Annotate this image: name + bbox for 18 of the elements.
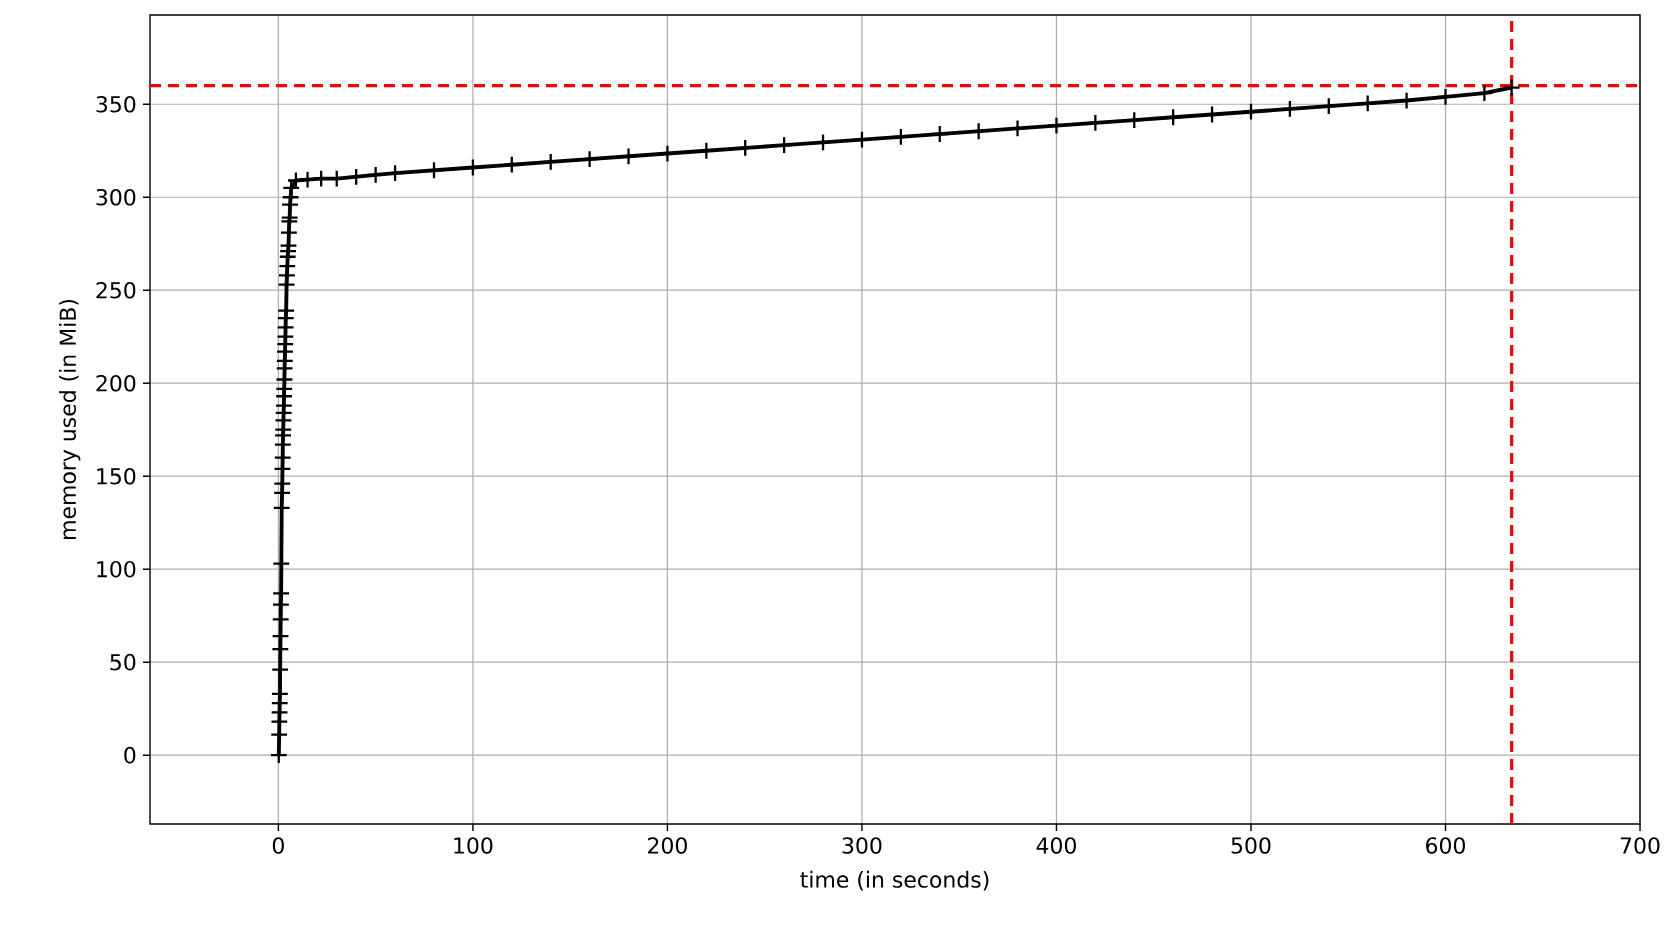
y-axis-title: memory used (in MiB) [59, 299, 81, 539]
x-tick-label: 700 [1620, 837, 1660, 854]
x-tick-label: 100 [454, 837, 493, 854]
y-tick-label: 350 [96, 95, 136, 113]
y-tick-label: 50 [110, 653, 136, 671]
y-tick-label: 250 [96, 281, 136, 299]
y-tick-label: 200 [96, 374, 136, 392]
x-tick-label: 600 [1426, 837, 1465, 854]
y-tick-label: 0 [124, 746, 136, 764]
x-tick-label: 300 [842, 837, 882, 854]
x-axis-title: time (in seconds) [800, 870, 989, 891]
x-tick-label: 500 [1231, 837, 1271, 854]
y-tick-label: 100 [97, 560, 136, 578]
x-tick-label: 200 [648, 837, 687, 854]
x-tick-label: 400 [1036, 837, 1076, 854]
y-tick-label: 150 [97, 467, 136, 485]
y-tick-label: 300 [96, 188, 136, 206]
x-tick-label: 0 [272, 837, 284, 854]
